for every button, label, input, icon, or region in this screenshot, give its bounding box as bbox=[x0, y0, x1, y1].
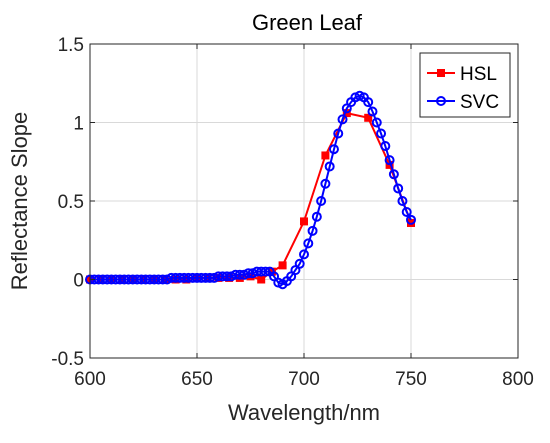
x-tick-label: 800 bbox=[502, 369, 534, 390]
data-point-svc bbox=[316, 196, 327, 206]
data-point-svc bbox=[384, 155, 395, 166]
y-tick-label: 1 bbox=[73, 114, 84, 135]
data-point-hsl bbox=[321, 151, 330, 160]
x-tick-labels: 600 650 700 750 800 bbox=[74, 369, 534, 390]
data-point-svc bbox=[294, 258, 305, 269]
data-point-svc bbox=[311, 211, 322, 222]
series-line-svc bbox=[90, 94, 412, 286]
x-tick-label: 650 bbox=[181, 369, 213, 390]
data-point-svc bbox=[367, 106, 378, 117]
legend-marker-svc bbox=[436, 96, 446, 106]
data-point-hsl bbox=[364, 113, 373, 122]
data-point-svc bbox=[320, 178, 331, 189]
data-point-hsl bbox=[300, 217, 308, 226]
data-point-svc bbox=[307, 225, 318, 236]
data-point-svc bbox=[388, 169, 399, 180]
series-layer bbox=[85, 90, 416, 290]
data-point-svc bbox=[380, 141, 391, 152]
x-axis-label: Wavelength/nm bbox=[228, 400, 380, 425]
data-point-svc bbox=[328, 144, 339, 155]
data-point-svc bbox=[376, 128, 387, 139]
y-tick-label: 1.5 bbox=[58, 35, 84, 56]
y-tick-label: -0.5 bbox=[51, 349, 84, 370]
legend: HSL SVC bbox=[419, 52, 511, 118]
x-tick-label: 600 bbox=[74, 369, 106, 390]
y-axis-label: Reflectance Slope bbox=[7, 112, 32, 291]
data-point-svc bbox=[337, 114, 348, 125]
legend-label-hsl: HSL bbox=[460, 64, 497, 85]
legend-marker-hsl bbox=[437, 69, 445, 77]
axis-ticks bbox=[89, 43, 519, 359]
data-point-svc bbox=[393, 183, 404, 194]
data-point-svc bbox=[260, 266, 271, 277]
y-tick-labels: -0.5 0 0.5 1 1.5 bbox=[51, 35, 84, 370]
data-point-svc bbox=[371, 117, 382, 128]
y-tick-label: 0 bbox=[73, 271, 84, 292]
y-tick-label: 0.5 bbox=[58, 192, 84, 213]
series-svc bbox=[85, 90, 416, 290]
legend-box bbox=[419, 52, 511, 118]
data-point-svc bbox=[401, 206, 412, 217]
data-point-hsl bbox=[278, 261, 287, 270]
data-point-svc bbox=[363, 97, 374, 108]
x-tick-label: 700 bbox=[288, 369, 320, 390]
data-point-svc bbox=[397, 196, 408, 206]
x-tick-label: 750 bbox=[395, 369, 427, 390]
data-point-svc bbox=[406, 214, 416, 225]
legend-label-svc: SVC bbox=[460, 92, 499, 113]
data-point-hsl bbox=[257, 275, 266, 284]
data-point-svc bbox=[303, 238, 314, 249]
chart-title: Green Leaf bbox=[252, 10, 363, 35]
data-point-svc bbox=[299, 249, 309, 260]
data-point-svc bbox=[324, 161, 335, 172]
data-point-svc bbox=[333, 128, 344, 139]
